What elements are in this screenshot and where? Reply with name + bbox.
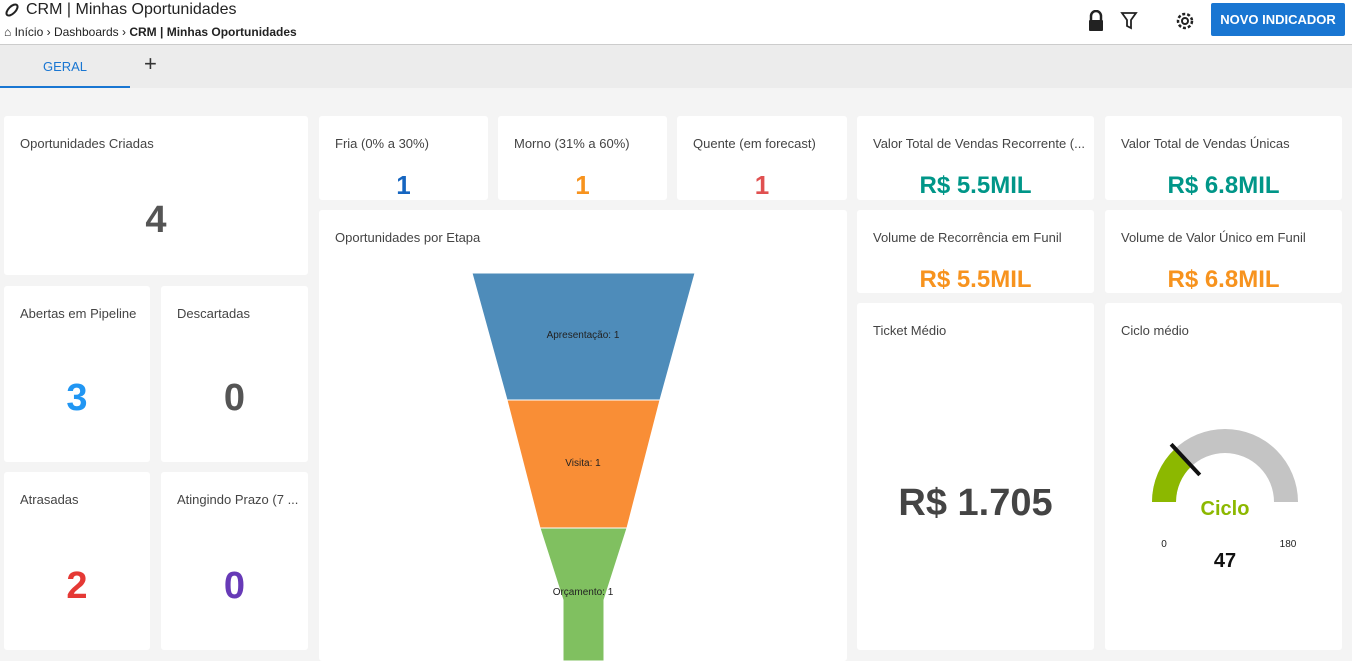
kpi-card: Atrasadas 2	[4, 472, 150, 650]
card-value: 1	[754, 170, 770, 201]
card-value: R$ 5.5MIL	[919, 265, 1032, 293]
funnel-stage	[539, 527, 628, 661]
stage-label: Orçamento: 1	[553, 587, 614, 598]
card-value: R$ 6.8MIL	[1167, 171, 1280, 199]
card-value: 0	[223, 565, 246, 608]
kpi-card: Atingindo Prazo (7 ... 0	[161, 472, 308, 650]
lock-icon[interactable]	[1086, 10, 1106, 32]
gauge-value: 47	[1214, 550, 1236, 572]
kpi-card: Volume de Recorrência em Funil R$ 5.5MIL	[857, 210, 1094, 293]
card-value: R$ 6.8MIL	[1167, 265, 1280, 293]
tab[interactable]: GERAL	[0, 45, 130, 88]
card-title: Valor Total de Vendas Recorrente (...	[873, 136, 1085, 151]
breadcrumb-link[interactable]: Início	[14, 25, 44, 39]
card-title: Ticket Médio	[873, 323, 947, 338]
gauge-track	[1152, 429, 1298, 502]
gauge-min: 0	[1161, 539, 1167, 550]
card-title: Ciclo médio	[1121, 323, 1189, 338]
card-title: Fria (0% a 30%)	[335, 136, 429, 151]
new-indicator-button[interactable]: NOVO INDICADOR	[1211, 3, 1345, 36]
add-tab[interactable]: +	[144, 51, 157, 76]
kpi-card: Descartadas 0	[161, 286, 308, 462]
kpi-card: Valor Total de Vendas Únicas R$ 6.8MIL	[1105, 116, 1342, 200]
link-icon	[5, 3, 19, 17]
breadcrumb-current: CRM | Minhas Oportunidades	[129, 25, 297, 39]
settings-icon[interactable]	[1174, 10, 1196, 32]
kpi-card: Ticket Médio R$ 1.705	[857, 303, 1094, 650]
card-title: Oportunidades Criadas	[20, 136, 154, 151]
stage-label: Apresentação: 1	[547, 330, 620, 341]
filter-icon[interactable]	[1120, 11, 1138, 31]
card-title: Atingindo Prazo (7 ...	[177, 492, 299, 507]
kpi-card: Oportunidades Criadas 4	[4, 116, 308, 275]
kpi-card: Volume de Valor Único em Funil R$ 6.8MIL	[1105, 210, 1342, 293]
gauge-chart: Ciclo 0 180 47	[1152, 429, 1298, 572]
funnel-chart: Apresentação: 1 Visita: 1 Orçamento: 1	[471, 272, 696, 661]
card-title: Volume de Valor Único em Funil	[1121, 230, 1306, 245]
card-value: 1	[575, 170, 590, 201]
kpi-card: Fria (0% a 30%) 1	[319, 116, 488, 200]
card-value: R$ 1.705	[898, 482, 1053, 525]
card-title: Descartadas	[177, 306, 250, 321]
card-title: Oportunidades por Etapa	[335, 230, 481, 245]
gauge-needle	[1169, 442, 1202, 477]
kpi-card: Valor Total de Vendas Recorrente (... R$ …	[857, 116, 1094, 200]
breadcrumb-link[interactable]: Dashboards	[53, 25, 119, 39]
kpi-card: Quente (em forecast) 1	[677, 116, 847, 200]
stage-label: Visita: 1	[565, 458, 601, 469]
card-value: 4	[145, 199, 167, 242]
tab-bar: GERAL +	[0, 45, 1352, 88]
card-value: 3	[66, 377, 88, 420]
card-title: Quente (em forecast)	[693, 136, 816, 151]
gauge-label: Ciclo	[1201, 498, 1250, 520]
card-value: 1	[396, 170, 411, 201]
gauge-max: 180	[1280, 539, 1297, 550]
breadcrumb: ⌂ Início › Dashboards › CRM | Minhas Opo…	[4, 25, 297, 39]
card-title: Morno (31% a 60%)	[514, 136, 630, 151]
kpi-card: Abertas em Pipeline 3	[4, 286, 150, 462]
card-value: R$ 5.5MIL	[919, 171, 1032, 199]
card-title: Volume de Recorrência em Funil	[873, 230, 1062, 245]
card-value: 0	[223, 377, 246, 420]
header: CRM | Minhas Oportunidades ⌂ Início › Da…	[0, 0, 1352, 45]
card-title: Abertas em Pipeline	[20, 306, 137, 321]
card-value: 2	[66, 565, 88, 608]
card-title: Atrasadas	[20, 492, 79, 507]
card-title: Valor Total de Vendas Únicas	[1121, 136, 1290, 151]
kpi-card: Morno (31% a 60%) 1	[498, 116, 667, 200]
home-icon: ⌂	[4, 25, 12, 39]
page-title: CRM | Minhas Oportunidades	[26, 1, 237, 18]
funnel-card: Oportunidades por Etapa Apresentação: 1 V…	[319, 210, 847, 661]
gauge-fill	[1152, 448, 1192, 502]
gauge-card: Ciclo médio Ciclo 0 180 47	[1105, 303, 1342, 650]
